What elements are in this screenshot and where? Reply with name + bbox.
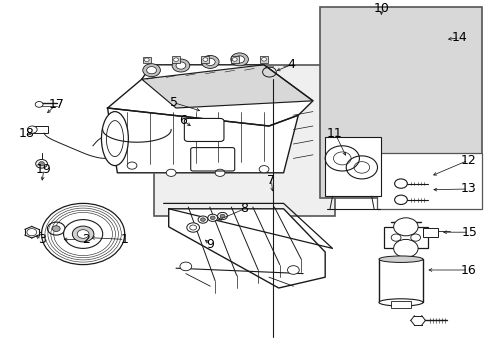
Circle shape [180,262,191,271]
Text: 11: 11 [326,127,342,140]
Circle shape [232,58,237,61]
Circle shape [394,179,407,188]
Text: 13: 13 [460,183,475,195]
Bar [172,57,180,63]
Text: 15: 15 [461,226,476,239]
Text: 18: 18 [19,127,35,140]
Ellipse shape [378,256,422,262]
Text: 2: 2 [81,233,89,246]
Bar [383,227,427,248]
Bar [390,301,410,308]
Circle shape [142,64,160,77]
Text: 1: 1 [121,233,128,246]
Circle shape [52,226,60,231]
Circle shape [230,53,248,66]
Text: 8: 8 [240,202,248,215]
Bar [325,137,381,196]
Circle shape [63,220,102,248]
Circle shape [144,58,149,62]
Circle shape [35,102,43,107]
Circle shape [72,226,94,242]
Circle shape [207,214,217,221]
Circle shape [234,56,244,63]
Circle shape [166,169,176,176]
Text: 12: 12 [460,154,475,167]
Circle shape [393,218,417,236]
Ellipse shape [101,112,128,166]
Circle shape [261,58,266,61]
Text: 10: 10 [373,3,388,15]
Circle shape [176,62,185,69]
Bar [422,228,437,237]
Polygon shape [107,65,312,126]
Circle shape [205,58,215,66]
Polygon shape [168,209,325,288]
Circle shape [186,223,199,232]
Text: 17: 17 [48,98,64,111]
Circle shape [220,214,224,218]
Circle shape [201,55,219,68]
Circle shape [215,169,224,176]
Circle shape [210,216,215,220]
Circle shape [173,58,178,62]
Text: 19: 19 [36,163,52,176]
Circle shape [127,162,137,169]
Circle shape [200,218,205,221]
Circle shape [172,59,189,72]
Bar [142,57,150,63]
Bar [154,65,334,216]
Text: 6: 6 [179,114,187,127]
Circle shape [27,126,37,133]
Circle shape [36,159,47,168]
Ellipse shape [378,299,422,306]
Circle shape [77,230,89,238]
Polygon shape [107,108,298,173]
FancyBboxPatch shape [184,118,224,141]
Bar [320,7,481,198]
Circle shape [203,58,207,61]
Circle shape [259,166,268,173]
Circle shape [394,195,407,204]
Text: 16: 16 [460,264,475,276]
Text: 3: 3 [38,233,45,246]
Bar [378,259,422,302]
Bar [230,56,238,63]
Circle shape [217,212,227,220]
Circle shape [287,266,299,274]
Text: 9: 9 [206,238,214,251]
Circle shape [198,216,207,223]
Circle shape [146,67,156,74]
Bar [260,56,267,63]
Bar [376,153,481,209]
Text: 7: 7 [267,174,275,186]
Polygon shape [142,65,312,108]
Circle shape [41,203,124,265]
Text: 4: 4 [286,58,294,71]
Text: 14: 14 [451,31,467,44]
Circle shape [393,239,417,257]
Bar [201,56,209,63]
Circle shape [47,222,65,235]
Bar [33,126,48,133]
Text: 5: 5 [169,96,177,109]
Circle shape [39,162,44,166]
